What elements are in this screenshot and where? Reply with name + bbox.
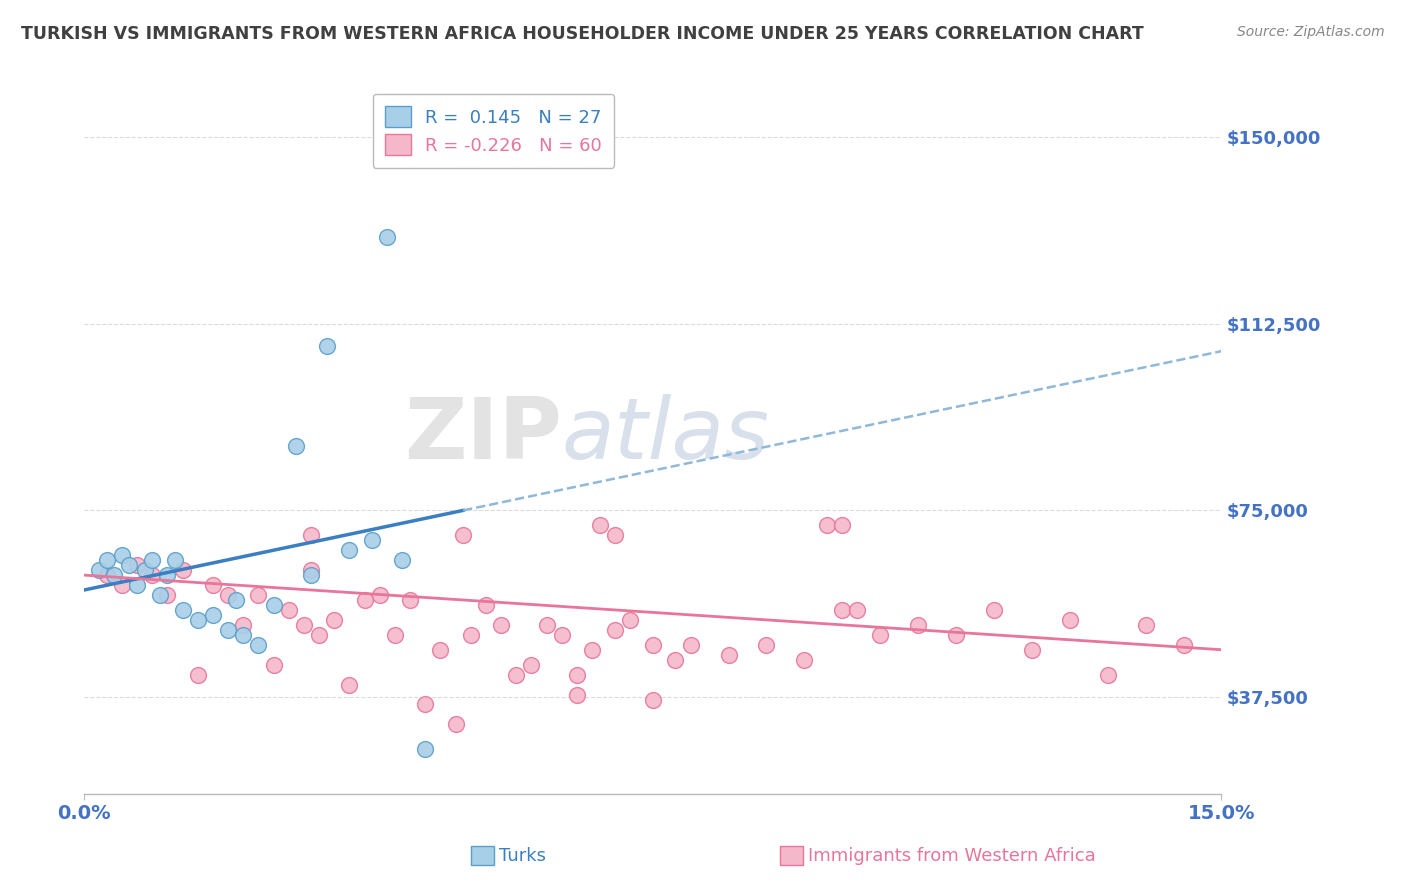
- Point: [232, 628, 254, 642]
- Point: [489, 618, 512, 632]
- Point: [141, 568, 163, 582]
- Point: [846, 603, 869, 617]
- Point: [134, 563, 156, 577]
- Text: TURKISH VS IMMIGRANTS FROM WESTERN AFRICA HOUSEHOLDER INCOME UNDER 25 YEARS CORR: TURKISH VS IMMIGRANTS FROM WESTERN AFRIC…: [21, 25, 1144, 43]
- Point: [225, 593, 247, 607]
- Point: [565, 667, 588, 681]
- Point: [277, 603, 299, 617]
- Point: [581, 642, 603, 657]
- Point: [793, 653, 815, 667]
- Point: [111, 578, 134, 592]
- Point: [232, 618, 254, 632]
- Point: [201, 578, 224, 592]
- Point: [156, 568, 179, 582]
- Point: [375, 229, 398, 244]
- Point: [1059, 613, 1081, 627]
- Point: [339, 677, 361, 691]
- Point: [323, 613, 346, 627]
- Point: [391, 553, 413, 567]
- Point: [460, 628, 482, 642]
- Point: [831, 603, 853, 617]
- Point: [641, 638, 664, 652]
- Point: [163, 553, 186, 567]
- Point: [301, 568, 323, 582]
- Point: [536, 618, 558, 632]
- Point: [520, 657, 543, 672]
- Point: [217, 623, 239, 637]
- Point: [172, 603, 194, 617]
- Point: [187, 667, 209, 681]
- Text: Immigrants from Western Africa: Immigrants from Western Africa: [808, 847, 1097, 865]
- Point: [149, 588, 172, 602]
- Point: [451, 528, 474, 542]
- Point: [945, 628, 967, 642]
- Point: [368, 588, 391, 602]
- Point: [413, 698, 436, 712]
- Point: [103, 568, 125, 582]
- Point: [429, 642, 451, 657]
- Point: [125, 578, 148, 592]
- Point: [1097, 667, 1119, 681]
- Point: [603, 528, 626, 542]
- Point: [111, 548, 134, 562]
- Point: [565, 688, 588, 702]
- Point: [308, 628, 330, 642]
- Point: [301, 563, 323, 577]
- Point: [399, 593, 422, 607]
- Point: [619, 613, 641, 627]
- Point: [717, 648, 740, 662]
- Text: Turks: Turks: [499, 847, 546, 865]
- Point: [263, 657, 285, 672]
- Point: [361, 533, 384, 548]
- Point: [263, 598, 285, 612]
- Point: [96, 553, 118, 567]
- Point: [641, 692, 664, 706]
- Point: [118, 558, 141, 573]
- Point: [285, 439, 308, 453]
- Legend: R =  0.145   N = 27, R = -0.226   N = 60: R = 0.145 N = 27, R = -0.226 N = 60: [373, 94, 614, 168]
- Point: [201, 607, 224, 622]
- Text: atlas: atlas: [562, 394, 769, 477]
- Point: [384, 628, 406, 642]
- Point: [339, 543, 361, 558]
- Point: [983, 603, 1005, 617]
- Point: [1021, 642, 1043, 657]
- Point: [247, 638, 270, 652]
- Point: [1173, 638, 1195, 652]
- Text: Source: ZipAtlas.com: Source: ZipAtlas.com: [1237, 25, 1385, 39]
- Point: [247, 588, 270, 602]
- Point: [353, 593, 375, 607]
- Point: [679, 638, 702, 652]
- Point: [301, 528, 323, 542]
- Point: [505, 667, 527, 681]
- Point: [588, 518, 610, 533]
- Point: [96, 568, 118, 582]
- Point: [444, 717, 467, 731]
- Point: [755, 638, 778, 652]
- Point: [89, 563, 111, 577]
- Point: [664, 653, 686, 667]
- Point: [413, 742, 436, 756]
- Point: [156, 588, 179, 602]
- Point: [815, 518, 838, 533]
- Point: [907, 618, 929, 632]
- Point: [869, 628, 891, 642]
- Point: [1135, 618, 1157, 632]
- Point: [187, 613, 209, 627]
- Point: [475, 598, 498, 612]
- Text: ZIP: ZIP: [404, 394, 562, 477]
- Point: [172, 563, 194, 577]
- Point: [125, 558, 148, 573]
- Point: [551, 628, 574, 642]
- Point: [141, 553, 163, 567]
- Point: [831, 518, 853, 533]
- Point: [292, 618, 315, 632]
- Point: [315, 339, 337, 353]
- Point: [217, 588, 239, 602]
- Point: [603, 623, 626, 637]
